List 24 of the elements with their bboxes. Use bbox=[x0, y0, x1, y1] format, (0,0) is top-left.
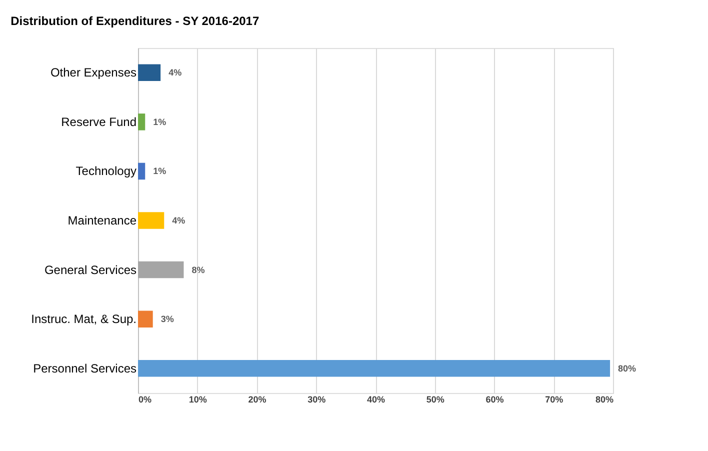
chart-title: Distribution of Expenditures - SY 2016-2017 bbox=[10, 14, 260, 28]
y-tick-label: Technology bbox=[76, 164, 136, 178]
x-tick-label: 10% bbox=[188, 394, 207, 404]
x-tick-label: 70% bbox=[545, 394, 564, 404]
x-tick-label: 30% bbox=[308, 394, 326, 404]
x-tick-label: 80% bbox=[595, 394, 614, 404]
x-tick-label: 60% bbox=[486, 394, 504, 404]
data-label: 1% bbox=[153, 116, 166, 127]
y-tick-label: Instruc. Mat, & Sup. bbox=[31, 312, 136, 326]
data-label: 4% bbox=[172, 216, 186, 226]
data-label: 80% bbox=[618, 363, 636, 374]
x-tick-label: 0% bbox=[138, 394, 152, 404]
data-label: 4% bbox=[168, 68, 182, 78]
y-tick-label: General Services bbox=[44, 262, 136, 277]
data-label: 8% bbox=[192, 264, 205, 275]
y-tick-label: Reserve Fund bbox=[61, 114, 136, 129]
x-tick-label: 40% bbox=[366, 394, 386, 404]
y-tick-label: Personnel Services bbox=[33, 361, 136, 376]
y-tick-label: Maintenance bbox=[68, 214, 137, 228]
data-label: 1% bbox=[153, 166, 166, 176]
x-tick-label: 50% bbox=[426, 394, 444, 404]
x-tick-label: 20% bbox=[248, 394, 266, 404]
y-tick-label: Other Expenses bbox=[50, 66, 136, 80]
data-label: 3% bbox=[160, 314, 174, 324]
